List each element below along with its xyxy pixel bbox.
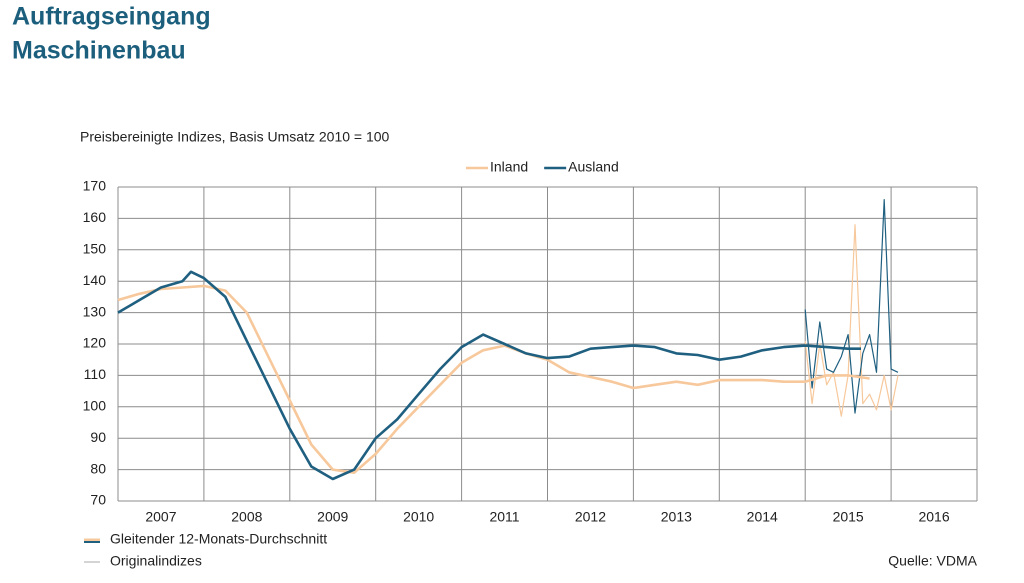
x-tick-label: 2011 <box>489 509 519 525</box>
average-line <box>117 270 861 481</box>
x-tick-label: 2013 <box>661 509 692 525</box>
chart-title: Auftragseingang <box>12 3 211 31</box>
original-line <box>804 199 899 414</box>
y-tick-label: 90 <box>90 429 106 445</box>
style-legend-label: Gleitender 12-Monats-Durchschnitt <box>110 531 327 547</box>
legend-label: Inland <box>490 159 528 175</box>
original-line <box>804 224 899 417</box>
y-tick-label: 130 <box>83 303 107 319</box>
x-tick-label: 2009 <box>317 509 348 525</box>
y-tick-label: 70 <box>90 492 106 508</box>
x-tick-label: 2010 <box>403 509 434 525</box>
x-tick-label: 2015 <box>833 509 864 525</box>
x-tick-label: 2016 <box>918 509 949 525</box>
chart-title: Maschinenbau <box>12 37 186 65</box>
style-legend-label: Originalindizes <box>110 553 202 569</box>
y-tick-label: 140 <box>83 272 107 288</box>
source: Quelle: VDMA <box>888 553 977 569</box>
subtitle: Preisbereinigte Indizes, Basis Umsatz 20… <box>80 129 390 145</box>
y-tick-label: 160 <box>83 209 107 225</box>
x-tick-label: 2008 <box>231 509 262 525</box>
legend-label: Ausland <box>568 159 619 175</box>
y-tick-label: 100 <box>83 398 107 414</box>
y-tick-label: 170 <box>83 178 107 194</box>
y-tick-label: 150 <box>83 241 107 257</box>
x-tick-label: 2014 <box>747 509 778 525</box>
y-tick-label: 80 <box>90 460 106 476</box>
x-tick-label: 2012 <box>575 509 606 525</box>
y-tick-label: 110 <box>84 366 107 382</box>
x-tick-label: 2007 <box>145 509 176 525</box>
average-line <box>117 284 870 474</box>
y-tick-label: 120 <box>83 335 107 351</box>
